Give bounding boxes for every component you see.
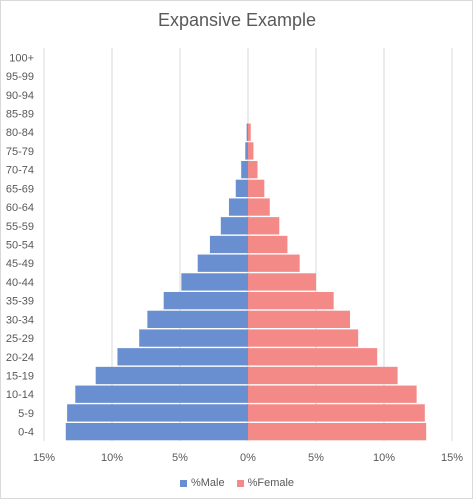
bar-male-60-64 xyxy=(228,198,248,216)
y-tick-label-30-34: 30-34 xyxy=(6,314,34,326)
bar-male-30-34 xyxy=(147,310,248,329)
x-tick-label-5: 10% xyxy=(373,452,395,464)
bar-male-75-79 xyxy=(245,142,248,160)
y-tick-label-25-29: 25-29 xyxy=(6,333,34,345)
y-tick-label-10-14: 10-14 xyxy=(6,389,34,401)
legend: %Male %Female xyxy=(0,477,474,489)
chart-title: Expansive Example xyxy=(157,10,317,30)
x-tick-label-0: 15% xyxy=(33,452,55,464)
bar-female-45-49 xyxy=(248,254,300,272)
bar-male-55-59 xyxy=(220,217,248,235)
legend-label-male: %Male xyxy=(190,477,225,489)
bar-female-10-14 xyxy=(248,385,417,403)
x-tick-label-6: 15% xyxy=(441,452,463,464)
y-tick-label-60-64: 60-64 xyxy=(6,202,34,214)
legend-swatch-female xyxy=(236,479,244,487)
y-tick-label-90-94: 90-94 xyxy=(6,90,34,102)
bar-male-35-39 xyxy=(163,291,248,310)
bar-male-45-49 xyxy=(197,254,248,272)
x-tick-label-1: 10% xyxy=(101,452,123,464)
legend-swatch-male xyxy=(179,479,187,487)
bar-male-10-14 xyxy=(75,385,248,403)
bar-male-65-69 xyxy=(235,179,248,198)
bar-female-0-4 xyxy=(248,422,427,441)
bar-male-20-24 xyxy=(117,348,248,366)
y-tick-label-100+: 100+ xyxy=(9,52,34,64)
bar-female-30-34 xyxy=(248,310,350,329)
bar-female-35-39 xyxy=(248,291,334,310)
bar-male-80-84 xyxy=(246,123,248,141)
x-tick-label-2: 5% xyxy=(172,452,188,464)
y-tick-label-70-74: 70-74 xyxy=(6,165,34,177)
bar-male-5-9 xyxy=(67,404,249,422)
bar-male-25-29 xyxy=(139,329,248,347)
y-tick-label-75-79: 75-79 xyxy=(6,146,34,158)
y-tick-label-35-39: 35-39 xyxy=(6,296,34,308)
legend-label-female: %Female xyxy=(247,477,295,489)
bar-female-25-29 xyxy=(248,329,359,347)
bar-female-65-69 xyxy=(248,179,265,198)
bar-female-20-24 xyxy=(248,348,378,366)
bar-male-0-4 xyxy=(65,422,248,441)
y-tick-label-15-19: 15-19 xyxy=(6,371,34,383)
y-tick-label-55-59: 55-59 xyxy=(6,221,34,233)
legend-item-female: %Female xyxy=(236,477,295,489)
y-tick-label-80-84: 80-84 xyxy=(6,127,34,139)
y-tick-label-0-4: 0-4 xyxy=(18,427,34,439)
bar-female-50-54 xyxy=(248,235,288,254)
bar-female-70-74 xyxy=(248,160,258,179)
x-tick-label-4: 5% xyxy=(308,452,324,464)
bar-female-5-9 xyxy=(248,404,425,422)
y-tick-label-65-69: 65-69 xyxy=(6,183,34,195)
y-tick-label-85-89: 85-89 xyxy=(6,109,34,121)
y-tick-label-20-24: 20-24 xyxy=(6,352,34,364)
y-tick-label-5-9: 5-9 xyxy=(18,408,34,420)
y-tick-label-50-54: 50-54 xyxy=(6,240,34,252)
legend-item-male: %Male xyxy=(179,477,225,489)
bar-female-60-64 xyxy=(248,198,270,216)
y-tick-label-45-49: 45-49 xyxy=(6,258,34,270)
x-tick-label-3: 0% xyxy=(240,452,256,464)
bar-male-50-54 xyxy=(209,235,248,254)
bar-female-80-84 xyxy=(248,123,251,141)
bar-female-75-79 xyxy=(248,142,254,160)
y-tick-label-40-44: 40-44 xyxy=(6,277,34,289)
bar-male-70-74 xyxy=(241,160,248,179)
bar-female-15-19 xyxy=(248,366,398,385)
bar-male-15-19 xyxy=(95,366,249,385)
y-tick-label-95-99: 95-99 xyxy=(6,71,34,83)
bar-female-55-59 xyxy=(248,217,280,235)
bar-male-40-44 xyxy=(181,273,248,291)
bar-female-40-44 xyxy=(248,273,316,291)
